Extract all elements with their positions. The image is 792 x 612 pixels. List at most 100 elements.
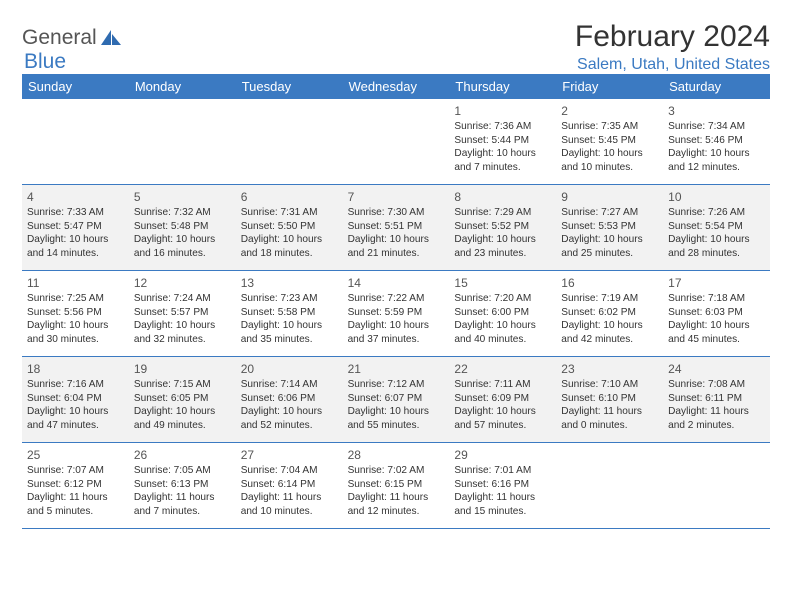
calendar-cell: 20 Sunrise: 7:14 AMSunset: 6:06 PMDayligh… [236,357,343,443]
calendar-cell [236,99,343,185]
calendar-cell: 12 Sunrise: 7:24 AMSunset: 5:57 PMDayligh… [129,271,236,357]
calendar-cell: 22 Sunrise: 7:11 AMSunset: 6:09 PMDayligh… [449,357,556,443]
weekday-label: Wednesday [343,74,450,99]
day-number: 8 [454,190,551,204]
calendar-cell: 6 Sunrise: 7:31 AMSunset: 5:50 PMDaylight… [236,185,343,271]
calendar-grid: 1 Sunrise: 7:36 AMSunset: 5:44 PMDaylight… [22,99,770,529]
day-info: Sunrise: 7:01 AMSunset: 6:16 PMDaylight:… [454,464,551,519]
day-info: Sunrise: 7:30 AMSunset: 5:51 PMDaylight:… [348,206,445,261]
day-info: Sunrise: 7:02 AMSunset: 6:15 PMDaylight:… [348,464,445,519]
day-info: Sunrise: 7:24 AMSunset: 5:57 PMDaylight:… [134,292,231,347]
day-number: 11 [27,276,124,290]
day-number: 27 [241,448,338,462]
day-number: 22 [454,362,551,376]
calendar-cell [556,443,663,529]
day-number: 21 [348,362,445,376]
calendar-cell: 2 Sunrise: 7:35 AMSunset: 5:45 PMDaylight… [556,99,663,185]
day-number: 20 [241,362,338,376]
weekday-label: Saturday [663,74,770,99]
calendar-cell: 24 Sunrise: 7:08 AMSunset: 6:11 PMDayligh… [663,357,770,443]
calendar-cell: 25 Sunrise: 7:07 AMSunset: 6:12 PMDayligh… [22,443,129,529]
day-info: Sunrise: 7:27 AMSunset: 5:53 PMDaylight:… [561,206,658,261]
day-number: 13 [241,276,338,290]
day-info: Sunrise: 7:14 AMSunset: 6:06 PMDaylight:… [241,378,338,433]
day-info: Sunrise: 7:07 AMSunset: 6:12 PMDaylight:… [27,464,124,519]
calendar-cell: 17 Sunrise: 7:18 AMSunset: 6:03 PMDayligh… [663,271,770,357]
calendar-cell: 15Sunrise: 7:20 AMSunset: 6:00 PMDayligh… [449,271,556,357]
calendar-cell: 13 Sunrise: 7:23 AMSunset: 5:58 PMDayligh… [236,271,343,357]
day-info: Sunrise: 7:16 AMSunset: 6:04 PMDaylight:… [27,378,124,433]
weekday-header: SundayMondayTuesdayWednesdayThursdayFrid… [22,74,770,99]
calendar-cell: 11 Sunrise: 7:25 AMSunset: 5:56 PMDayligh… [22,271,129,357]
day-info: Sunrise: 7:25 AMSunset: 5:56 PMDaylight:… [27,292,124,347]
day-info: Sunrise: 7:05 AMSunset: 6:13 PMDaylight:… [134,464,231,519]
calendar-cell: 19Sunrise: 7:15 AMSunset: 6:05 PMDayligh… [129,357,236,443]
brand-logo: General [22,20,125,50]
day-number: 9 [561,190,658,204]
day-number: 5 [134,190,231,204]
page-title: February 2024 [575,20,770,54]
day-number: 7 [348,190,445,204]
day-info: Sunrise: 7:19 AMSunset: 6:02 PMDaylight:… [561,292,658,347]
weekday-label: Sunday [22,74,129,99]
day-info: Sunrise: 7:08 AMSunset: 6:11 PMDaylight:… [668,378,765,433]
weekday-label: Friday [556,74,663,99]
day-number: 24 [668,362,765,376]
day-info: Sunrise: 7:34 AMSunset: 5:46 PMDaylight:… [668,120,765,175]
calendar-cell: 5 Sunrise: 7:32 AMSunset: 5:48 PMDaylight… [129,185,236,271]
day-number: 15 [454,276,551,290]
day-number: 12 [134,276,231,290]
calendar-cell: 14Sunrise: 7:22 AMSunset: 5:59 PMDayligh… [343,271,450,357]
calendar-cell: 8 Sunrise: 7:29 AMSunset: 5:52 PMDaylight… [449,185,556,271]
calendar-cell: 29 Sunrise: 7:01 AMSunset: 6:16 PMDayligh… [449,443,556,529]
weekday-label: Thursday [449,74,556,99]
day-info: Sunrise: 7:32 AMSunset: 5:48 PMDaylight:… [134,206,231,261]
calendar-cell: 16 Sunrise: 7:19 AMSunset: 6:02 PMDayligh… [556,271,663,357]
day-number: 28 [348,448,445,462]
day-info: Sunrise: 7:33 AMSunset: 5:47 PMDaylight:… [27,206,124,261]
day-number: 2 [561,104,658,118]
day-info: Sunrise: 7:12 AMSunset: 6:07 PMDaylight:… [348,378,445,433]
day-number: 25 [27,448,124,462]
day-number: 17 [668,276,765,290]
day-info: Sunrise: 7:18 AMSunset: 6:03 PMDaylight:… [668,292,765,347]
day-number: 18 [27,362,124,376]
day-info: Sunrise: 7:11 AMSunset: 6:09 PMDaylight:… [454,378,551,433]
location-subtitle: Salem, Utah, United States [575,56,770,74]
weekday-label: Monday [129,74,236,99]
day-number: 6 [241,190,338,204]
calendar-cell: 3Sunrise: 7:34 AMSunset: 5:46 PMDaylight… [663,99,770,185]
day-info: Sunrise: 7:04 AMSunset: 6:14 PMDaylight:… [241,464,338,519]
brand-word1: General [22,26,97,50]
day-info: Sunrise: 7:23 AMSunset: 5:58 PMDaylight:… [241,292,338,347]
day-number: 1 [454,104,551,118]
day-number: 26 [134,448,231,462]
day-number: 16 [561,276,658,290]
calendar-cell [343,99,450,185]
calendar-cell: 27 Sunrise: 7:04 AMSunset: 6:14 PMDayligh… [236,443,343,529]
calendar-cell: 7 Sunrise: 7:30 AMSunset: 5:51 PMDaylight… [343,185,450,271]
day-number: 23 [561,362,658,376]
calendar-cell: 4 Sunrise: 7:33 AMSunset: 5:47 PMDaylight… [22,185,129,271]
calendar-cell: 10 Sunrise: 7:26 AMSunset: 5:54 PMDayligh… [663,185,770,271]
brand-sail-icon [100,28,122,49]
day-number: 4 [27,190,124,204]
calendar-cell [22,99,129,185]
day-number: 10 [668,190,765,204]
calendar-cell: 18 Sunrise: 7:16 AMSunset: 6:04 PMDayligh… [22,357,129,443]
day-info: Sunrise: 7:36 AMSunset: 5:44 PMDaylight:… [454,120,551,175]
day-info: Sunrise: 7:10 AMSunset: 6:10 PMDaylight:… [561,378,658,433]
calendar-cell: 9 Sunrise: 7:27 AMSunset: 5:53 PMDaylight… [556,185,663,271]
title-block: February 2024 Salem, Utah, United States [575,20,770,74]
calendar-cell: 26 Sunrise: 7:05 AMSunset: 6:13 PMDayligh… [129,443,236,529]
day-info: Sunrise: 7:31 AMSunset: 5:50 PMDaylight:… [241,206,338,261]
calendar-cell: 21 Sunrise: 7:12 AMSunset: 6:07 PMDayligh… [343,357,450,443]
day-info: Sunrise: 7:26 AMSunset: 5:54 PMDaylight:… [668,206,765,261]
calendar-cell: 23 Sunrise: 7:10 AMSunset: 6:10 PMDayligh… [556,357,663,443]
day-info: Sunrise: 7:29 AMSunset: 5:52 PMDaylight:… [454,206,551,261]
calendar-cell [663,443,770,529]
day-info: Sunrise: 7:15 AMSunset: 6:05 PMDaylight:… [134,378,231,433]
day-info: Sunrise: 7:35 AMSunset: 5:45 PMDaylight:… [561,120,658,175]
day-number: 14 [348,276,445,290]
day-number: 29 [454,448,551,462]
